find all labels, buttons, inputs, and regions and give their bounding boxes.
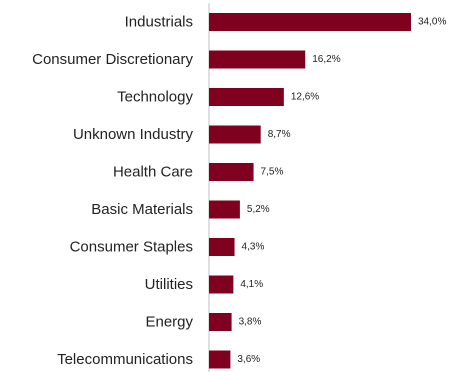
bar-basic-materials: [209, 200, 240, 219]
category-label-industrials: Industrials: [125, 14, 193, 31]
value-label-health-care: 7,5%: [261, 167, 284, 178]
bar-health-care: [209, 163, 254, 181]
category-label-telecommunications: Telecommunications: [57, 351, 193, 368]
bar-unknown-industry: [209, 125, 261, 144]
bar-technology: [209, 88, 284, 106]
category-label-health-care: Health Care: [113, 164, 193, 181]
bar-energy: [209, 313, 232, 331]
category-label-consumer-discretionary: Consumer Discretionary: [32, 51, 193, 68]
value-label-unknown-industry: 8,7%: [268, 129, 291, 140]
value-label-technology: 12,6%: [291, 92, 319, 103]
value-label-consumer-staples: 4,3%: [242, 242, 265, 253]
bar-industrials: [209, 13, 411, 31]
value-label-telecommunications: 3,6%: [237, 354, 260, 365]
category-label-unknown-industry: Unknown Industry: [73, 126, 194, 143]
category-label-technology: Technology: [117, 89, 193, 106]
value-label-energy: 3,8%: [239, 317, 262, 328]
bar-telecommunications: [209, 350, 231, 369]
category-label-basic-materials: Basic Materials: [91, 201, 193, 218]
category-label-energy: Energy: [145, 314, 193, 331]
bar-consumer-discretionary: [209, 50, 306, 69]
bar-utilities: [209, 275, 234, 294]
bar-consumer-staples: [209, 238, 235, 256]
category-label-consumer-staples: Consumer Staples: [70, 239, 193, 256]
value-label-basic-materials: 5,2%: [247, 204, 270, 215]
value-label-utilities: 4,1%: [240, 279, 263, 290]
category-label-utilities: Utilities: [145, 276, 193, 293]
value-label-consumer-discretionary: 16,2%: [312, 54, 340, 65]
value-label-industrials: 34,0%: [418, 17, 446, 28]
